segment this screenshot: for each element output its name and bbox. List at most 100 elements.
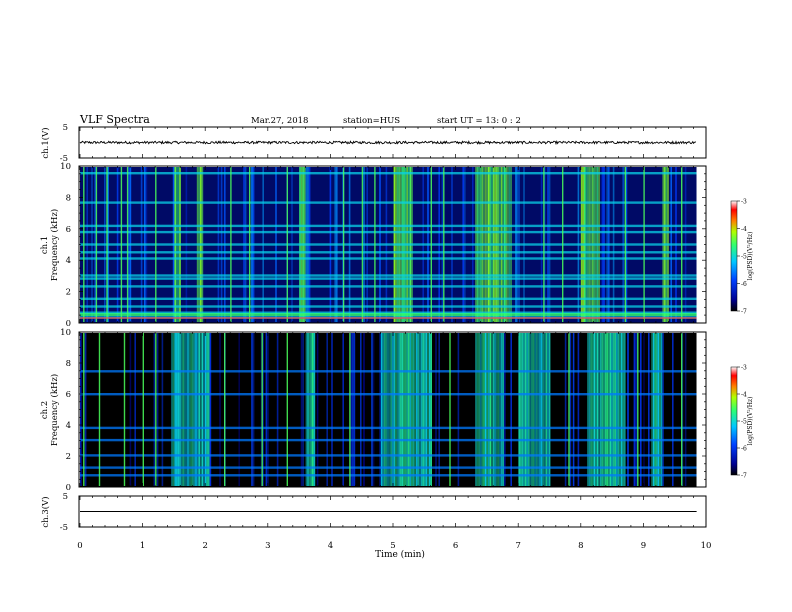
ch2-spectrogram-column [276,333,279,486]
ch2-spectrogram-spike [568,333,570,486]
ch2-spectrogram-column [492,333,495,486]
ch2-spectrogram-column [363,333,365,486]
ch2-spectrogram-column [531,333,533,486]
ch2-spectrogram-column [523,333,525,486]
ch2-spectrogram-column [609,333,612,486]
ch2-spectrogram-column [534,333,536,486]
ch2-spectrogram-column [419,333,421,486]
ch2-spectrogram-column [252,333,255,486]
ch2-spectrogram-column [350,333,352,486]
y-tick-label: 4 [66,256,71,266]
ch2-spectrogram-column [406,333,408,486]
colorbar-tick-label: -3 [741,199,747,206]
colorbar-tick-label: -6 [741,446,747,453]
ch2-spectrogram-column [619,333,621,486]
y-tick-label: -5 [60,523,68,533]
y-tick-label: 8 [66,359,71,369]
ch1-spectrogram-line [80,274,697,277]
ch2-spectrogram-column [520,333,522,486]
ch2-spectrogram-column [651,333,653,486]
ch2-spectrogram-column [425,333,428,486]
ch2-spectrogram-column [265,333,268,486]
ch2-spectrogram-spike [155,333,157,486]
ch1-spectrogram-spike [374,167,376,322]
ch3-waveform-ylabel: ch.3(V) [40,496,51,527]
ch1-spectrogram-line [80,243,697,246]
ch2-spectrogram-column [502,333,504,486]
ch1-spectrogram-spike [286,167,288,322]
ch2-spectrogram-column [548,333,551,486]
y-tick-label: 8 [66,193,71,203]
ch2-colorbar-scale [730,366,738,476]
colorbar-tick-label: -6 [741,281,747,288]
x-tick-label: 7 [515,541,520,551]
ch1-spectrogram-spike [643,167,645,322]
x-tick-label: 2 [202,541,207,551]
ch2-spectrogram-spike [637,333,639,486]
ch2-spectrogram-column [307,333,309,486]
ch2-spectrogram-column [544,333,546,486]
ch1-spectrogram-line [80,285,697,288]
ch1-spectrogram-line [80,201,697,204]
ch2-spectrogram-column [622,333,624,486]
ch2-spectrogram-column [547,333,549,486]
y-tick-label: 2 [66,288,71,298]
y-tick-label: 0 [66,319,71,329]
ch2-spectrogram-spike [83,333,85,486]
ch1-spectrogram-spike [95,167,98,322]
ch2-spectrogram-column [353,333,356,486]
ch2-colorbar: log(PSD)(V²/Hz) -3 -4 -5 -6 -7 [730,365,754,480]
ch2-spectrogram-column [540,333,543,486]
ch1-spectrogram-spike [443,167,445,322]
figure-station: station=HUS [343,116,400,126]
ch2-spectrogram-column [542,333,544,486]
ch1-spectrogram-empty [696,166,707,323]
ch2-spectrogram-column [572,333,575,486]
y-tick-label: 6 [66,225,71,235]
ch2-spectrogram-column [390,333,392,486]
ch2-spectrogram-column [590,333,592,486]
ch1-spectrogram-line [80,224,697,228]
ch2-spectrogram-column [382,333,384,486]
ch2-spectrogram-column [601,333,604,486]
ch2-spectrogram-column [372,333,375,486]
ch2-spectrogram-column [398,333,400,486]
ch2-spectrogram-column [484,333,487,486]
y-tick-label: 4 [66,421,71,431]
ch2-spectrogram-column [430,333,432,486]
ch2-spectrogram-column [179,333,181,486]
ch2-spectrogram-column [435,333,437,486]
ch2-spectrogram-column [312,333,314,486]
ch2-spectrogram-spike [449,333,451,486]
y-tick-label: 10 [60,162,71,172]
ch2-spectrogram-line [80,426,697,430]
ch2-spectrogram-column [424,333,426,486]
ch2-spectrogram-spike [98,333,101,486]
ch2-spectrogram-column [379,333,381,486]
ch2-spectrogram-ylabel: Frequency (kHz) [49,374,60,446]
ch1-colorbar-scale [730,200,738,312]
ch2-spectrogram-spike [261,333,263,486]
ch2-spectrogram-column [385,333,388,486]
colorbar-tick-label: -7 [741,473,747,480]
ch1-spectrogram-line [80,230,697,234]
ch2-spectrogram-column [657,333,660,486]
ch1-spectrogram-spike [681,167,683,322]
ch2-spectrogram-column [656,333,658,486]
ch2-spectrogram-column [480,333,482,486]
ch2-spectrogram-column [606,333,608,486]
ch2-spectrogram-column [417,333,420,486]
ch2-spectrogram-line [80,393,697,396]
ch2-spectrogram-column [190,333,192,486]
ch1-colorbar-label: log(PSD)(V²/Hz) [747,232,754,281]
ch2-spectrogram-column [598,333,600,486]
ch2-spectrogram-column [411,333,413,486]
ch1-spectrogram-spike [624,167,626,322]
ch1-spectrogram-line [80,277,697,280]
ch2-spectrogram-column [267,333,269,486]
ch2-spectrogram-column [624,333,626,486]
ch2-spectrogram-column [486,333,488,486]
ch1-spectrogram-spike [83,167,85,322]
ch2-spectrogram-column [633,333,636,486]
ch2-spectrogram-column [595,333,597,486]
